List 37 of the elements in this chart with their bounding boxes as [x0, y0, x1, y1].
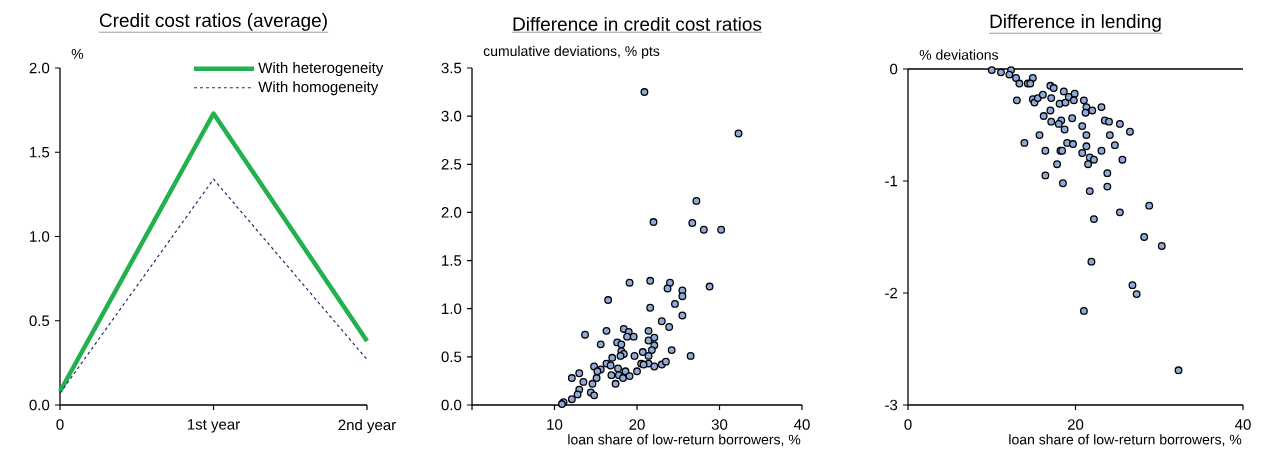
y-tick-label: 0 — [890, 63, 898, 75]
legend-label: With heterogeneity — [258, 62, 384, 77]
y-axis-title: cumulative deviations, % pts — [483, 45, 660, 59]
y-tick-label: 3.5 — [441, 62, 462, 74]
x-tick-label: 0 — [904, 419, 912, 430]
y-tick-label: 0.0 — [441, 399, 462, 411]
y-tick-label: 1.0 — [442, 303, 462, 315]
y-tick-label: 0.5 — [29, 315, 50, 327]
y-tick-label: 1.0 — [30, 231, 50, 242]
x-tick-label: 30 — [711, 419, 728, 430]
x-axis-title: loan share of low-return borrowers, % — [1009, 434, 1242, 447]
x-tick-label: 10 — [547, 419, 563, 430]
y-tick-label: -3 — [885, 399, 898, 411]
legend-label: With homogeneity — [258, 81, 379, 96]
x-tick-label: 40 — [794, 419, 810, 430]
x-tick-label: 1st year — [187, 419, 240, 433]
x-tick-label: 2nd year — [338, 419, 396, 434]
y-tick-label: 3.0 — [441, 110, 462, 122]
chart-title: Difference in lending — [990, 14, 1161, 32]
x-tick-label: 20 — [1067, 419, 1084, 430]
y-axis-title: % — [71, 49, 84, 59]
y-tick-label: 2.0 — [29, 62, 50, 74]
y-tick-label: 2.0 — [441, 207, 462, 218]
y-tick-label: 2.5 — [441, 158, 462, 170]
x-tick-label: 20 — [629, 419, 645, 430]
x-axis-title: loan share of low-return borrowers, % — [568, 434, 801, 447]
y-axis-title: % deviations — [919, 49, 999, 60]
y-tick-label: 1.5 — [442, 255, 462, 266]
x-tick-label: 0 — [56, 419, 64, 430]
y-tick-label: -2 — [885, 287, 898, 299]
y-tick-label: 1.5 — [30, 147, 50, 158]
chart-title: Credit cost ratios (average) — [99, 13, 327, 31]
y-tick-label: 0.5 — [441, 351, 462, 363]
chart-title: Difference in credit cost ratios — [513, 16, 762, 31]
y-tick-label: 0.0 — [29, 399, 50, 411]
x-tick-label: 40 — [1235, 419, 1251, 430]
y-tick-label: -1 — [885, 175, 898, 187]
